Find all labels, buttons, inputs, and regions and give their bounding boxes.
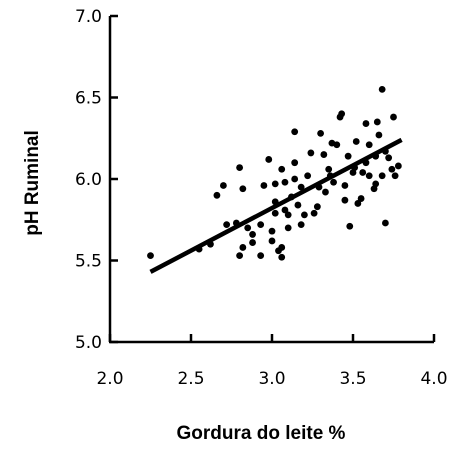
data-point — [352, 138, 360, 145]
data-point — [317, 129, 324, 137]
data-point — [284, 211, 292, 219]
axes: 5.0 5.5 6.0 6.5 7.0 2.0 2.5 3.0 3.5 4.0 — [75, 7, 448, 389]
data-point — [344, 152, 352, 160]
data-point — [271, 209, 279, 217]
data-point — [333, 141, 341, 149]
data-point — [223, 221, 231, 229]
data-point — [220, 182, 227, 189]
data-point — [391, 172, 399, 180]
data-point — [239, 244, 247, 251]
data-point — [385, 154, 393, 162]
x-axis-title: Gordura do leite % — [177, 423, 346, 444]
y-tick-label: 7.0 — [75, 7, 102, 27]
data-point — [257, 252, 265, 260]
data-point — [281, 178, 289, 186]
y-tick-label: 5.0 — [75, 333, 102, 353]
data-point — [313, 203, 321, 211]
data-point — [265, 156, 273, 163]
data-point — [378, 85, 386, 93]
data-point — [278, 253, 286, 261]
data-point — [249, 231, 256, 238]
data-point — [239, 185, 247, 193]
x-tick-label: 3.5 — [339, 369, 366, 389]
data-point — [359, 169, 367, 176]
data-point — [325, 165, 333, 173]
y-tick-label: 6.0 — [75, 170, 102, 190]
data-point — [260, 182, 268, 189]
data-point — [236, 252, 244, 260]
data-point — [257, 221, 265, 229]
data-point — [320, 151, 328, 158]
data-point — [147, 252, 154, 260]
data-point — [394, 162, 402, 170]
data-point — [382, 219, 389, 227]
data-point — [378, 172, 386, 180]
x-tick-label: 2.0 — [96, 369, 123, 389]
y-tick-label: 6.5 — [75, 89, 102, 109]
data-point — [362, 120, 370, 127]
data-point — [301, 211, 308, 219]
data-point — [322, 188, 329, 196]
data-point — [373, 118, 381, 126]
data-point — [268, 237, 276, 245]
data-point — [213, 191, 221, 199]
data-point — [268, 227, 276, 235]
data-point — [341, 182, 349, 189]
data-point — [304, 172, 312, 180]
data-point — [365, 141, 373, 149]
data-point — [278, 244, 286, 251]
y-axis-title: pH Ruminal — [22, 130, 43, 236]
data-point — [307, 149, 315, 157]
data-point — [284, 224, 292, 232]
data-point — [281, 206, 289, 214]
data-point — [244, 224, 252, 232]
plot-area — [147, 85, 403, 274]
trend-line — [149, 137, 403, 274]
data-point — [338, 110, 346, 118]
x-tick-label: 4.0 — [420, 369, 447, 389]
data-point — [249, 239, 256, 246]
data-point — [365, 172, 373, 180]
data-point — [341, 196, 349, 204]
data-point — [297, 221, 305, 229]
data-point — [390, 113, 397, 121]
data-point — [291, 175, 299, 183]
data-point — [297, 183, 305, 191]
data-point — [291, 159, 299, 167]
data-point — [278, 165, 286, 173]
x-tick-label: 2.5 — [177, 369, 204, 389]
data-point — [346, 222, 354, 230]
data-point — [372, 180, 380, 188]
data-point — [271, 180, 279, 188]
data-point — [357, 195, 365, 202]
data-point — [310, 209, 318, 217]
data-point — [291, 128, 299, 136]
data-point — [330, 178, 337, 186]
data-point — [236, 164, 244, 171]
x-tick-label: 3.0 — [258, 369, 285, 389]
data-point — [294, 201, 302, 209]
data-point — [354, 200, 362, 207]
data-point — [388, 165, 396, 173]
y-tick-label: 5.5 — [75, 252, 102, 272]
data-point — [375, 131, 383, 139]
